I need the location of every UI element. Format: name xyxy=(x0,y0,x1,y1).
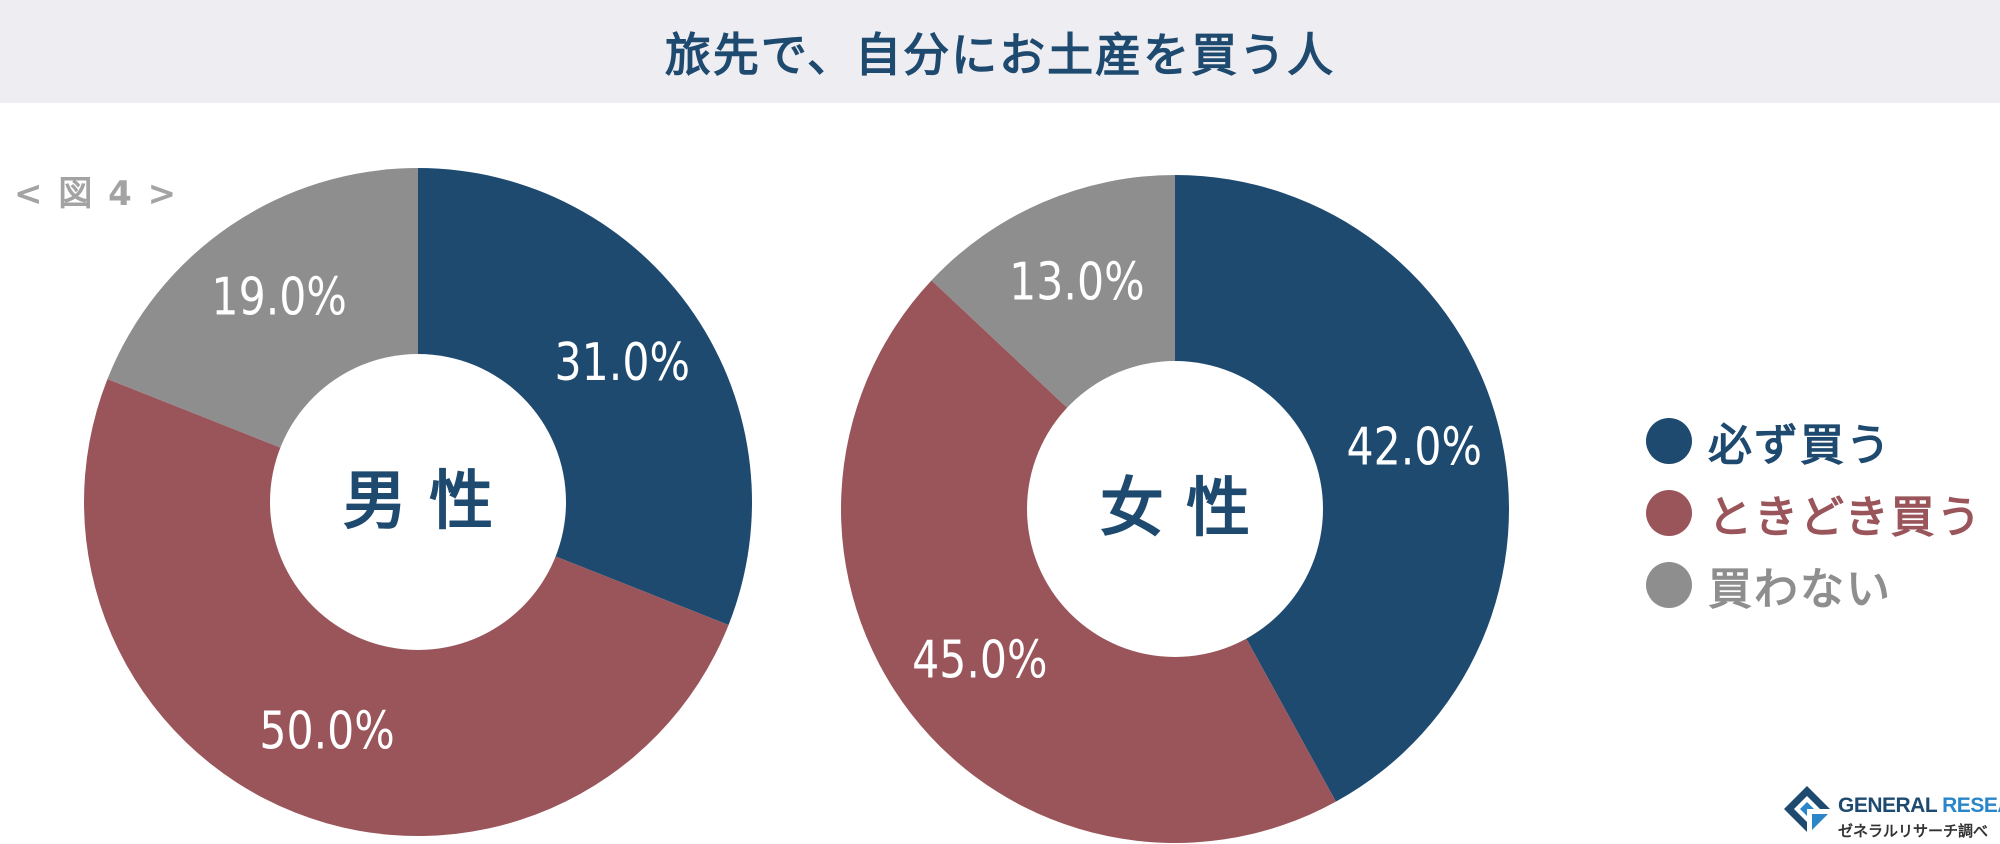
legend-item-always: 必ず買う xyxy=(1646,405,1983,477)
legend-dot-never xyxy=(1646,562,1692,608)
legend-item-never: 買わない xyxy=(1646,549,1983,621)
legend-dot-always xyxy=(1646,418,1692,464)
logo-name-general: GENERAL xyxy=(1838,794,1937,817)
legend: 必ず買う ときどき買う 買わない xyxy=(1646,405,1983,621)
legend-dot-sometimes xyxy=(1646,490,1692,536)
value-label-female-never: 13.0% xyxy=(1009,252,1144,312)
value-label-female-always: 42.0% xyxy=(1347,418,1482,478)
logo-name-research: RESEARCH xyxy=(1942,794,2000,817)
legend-label-never: 買わない xyxy=(1708,564,1892,615)
center-label-female: 女 性 xyxy=(1100,472,1250,546)
figure-label: < 図 4 > xyxy=(14,174,179,214)
legend-label-sometimes: ときどき買う xyxy=(1708,492,1983,543)
value-label-male-always: 31.0% xyxy=(555,333,690,393)
value-label-male-never: 19.0% xyxy=(211,268,346,328)
slice-female-always xyxy=(1175,175,1509,802)
logo-name: GENERAL RESEARCH xyxy=(1838,794,2000,818)
title-bar: 旅先で、自分にお土産を買う人 xyxy=(0,0,2000,103)
donut-hole xyxy=(270,354,566,650)
general-research-logo: GENERAL RESEARCH ゼネラルリサーチ調べ xyxy=(1782,784,2000,840)
donut-hole xyxy=(1027,361,1323,657)
logo-mark-icon xyxy=(1784,786,1830,832)
chart-title: 旅先で、自分にお土産を買う人 xyxy=(664,27,1336,82)
value-label-male-sometimes: 50.0% xyxy=(259,702,394,762)
legend-item-sometimes: ときどき買う xyxy=(1646,477,1983,549)
value-label-female-sometimes: 45.0% xyxy=(912,630,1047,690)
center-label-male: 男 性 xyxy=(343,465,493,539)
legend-label-always: 必ず買う xyxy=(1708,420,1892,471)
logo-subtitle: ゼネラルリサーチ調べ xyxy=(1838,822,1989,840)
